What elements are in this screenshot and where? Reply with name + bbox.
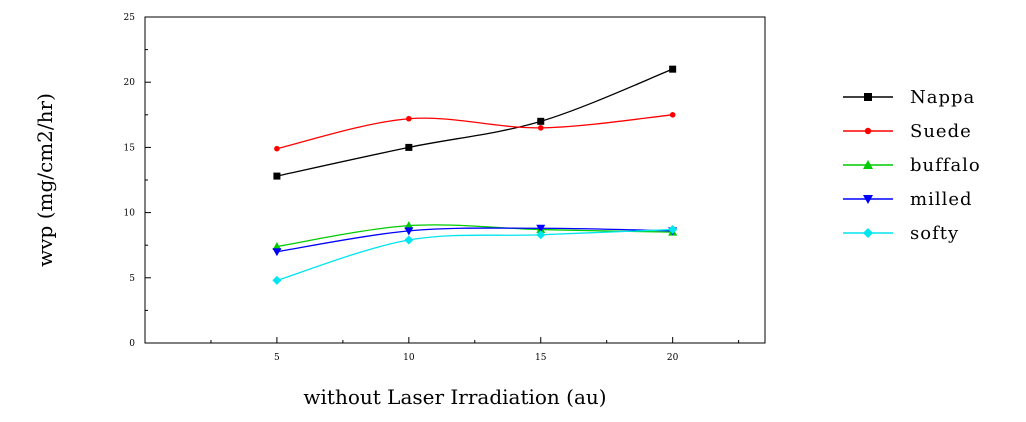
legend-marker-softy — [863, 228, 873, 238]
data-point-buffalo — [272, 242, 282, 251]
legend-marker-nappa — [864, 93, 872, 101]
legend-item-nappa: Nappa — [843, 87, 975, 108]
legend-label-suede: Suede — [910, 121, 972, 142]
x-axis: 5 10 15 20 — [210, 337, 740, 363]
y-tick-label: 15 — [124, 143, 136, 153]
y-tick-label: 5 — [129, 274, 135, 284]
data-point-suede — [274, 145, 280, 152]
y-axis-title: wvp (mg/cm2/hr) — [33, 93, 57, 267]
data-point-softy — [536, 230, 546, 240]
data-point-suede — [406, 115, 412, 122]
data-point-softy — [272, 275, 282, 285]
y-tick-label: 20 — [124, 78, 136, 88]
data-point-suede — [669, 112, 676, 118]
series-line-softy — [276, 228, 673, 282]
y-tick-label: 25 — [124, 13, 136, 23]
data-point-suede — [537, 125, 544, 131]
legend-item-milled: milled — [843, 189, 973, 210]
legend-item-buffalo: buffalo — [843, 155, 981, 176]
x-tick-label: 5 — [274, 353, 280, 363]
data-point-nappa — [405, 143, 413, 151]
data-point-milled — [404, 227, 414, 236]
y-axis: 0 5 10 15 20 25 — [124, 13, 151, 349]
data-point-softy — [404, 235, 414, 245]
series-milled — [272, 224, 678, 257]
legend-marker-buffalo — [863, 160, 873, 169]
data-point-softy — [668, 225, 678, 235]
legend-label-milled: milled — [910, 189, 973, 210]
x-tick-label: 15 — [535, 353, 547, 363]
legend-item-suede: Suede — [843, 121, 972, 142]
x-tick-label: 10 — [403, 353, 415, 363]
data-point-nappa — [537, 117, 545, 125]
legend-label-softy: softy — [910, 223, 959, 244]
series-suede — [274, 112, 676, 152]
data-point-buffalo — [404, 221, 414, 230]
data-point-milled — [536, 224, 546, 233]
series-layer — [272, 65, 678, 285]
x-tick-label: 20 — [667, 353, 679, 363]
data-point-nappa — [273, 172, 281, 180]
series-softy — [272, 225, 678, 285]
legend-label-nappa: Nappa — [910, 87, 975, 108]
x-axis-title: without Laser Irradiation (au) — [303, 385, 606, 409]
series-line-nappa — [276, 68, 673, 177]
data-point-milled — [272, 248, 282, 257]
legend: Nappa Suede buffalo milled softy — [843, 87, 981, 244]
y-tick-label: 0 — [129, 339, 135, 349]
series-line-suede — [276, 114, 673, 150]
series-line-milled — [276, 227, 673, 253]
legend-label-buffalo: buffalo — [910, 155, 981, 176]
series-line-buffalo — [276, 224, 673, 248]
legend-marker-suede — [864, 127, 872, 135]
y-tick-label: 10 — [124, 209, 136, 219]
data-point-nappa — [669, 65, 677, 73]
legend-item-softy: softy — [843, 223, 959, 244]
legend-marker-milled — [863, 195, 873, 204]
series-nappa — [273, 65, 677, 180]
